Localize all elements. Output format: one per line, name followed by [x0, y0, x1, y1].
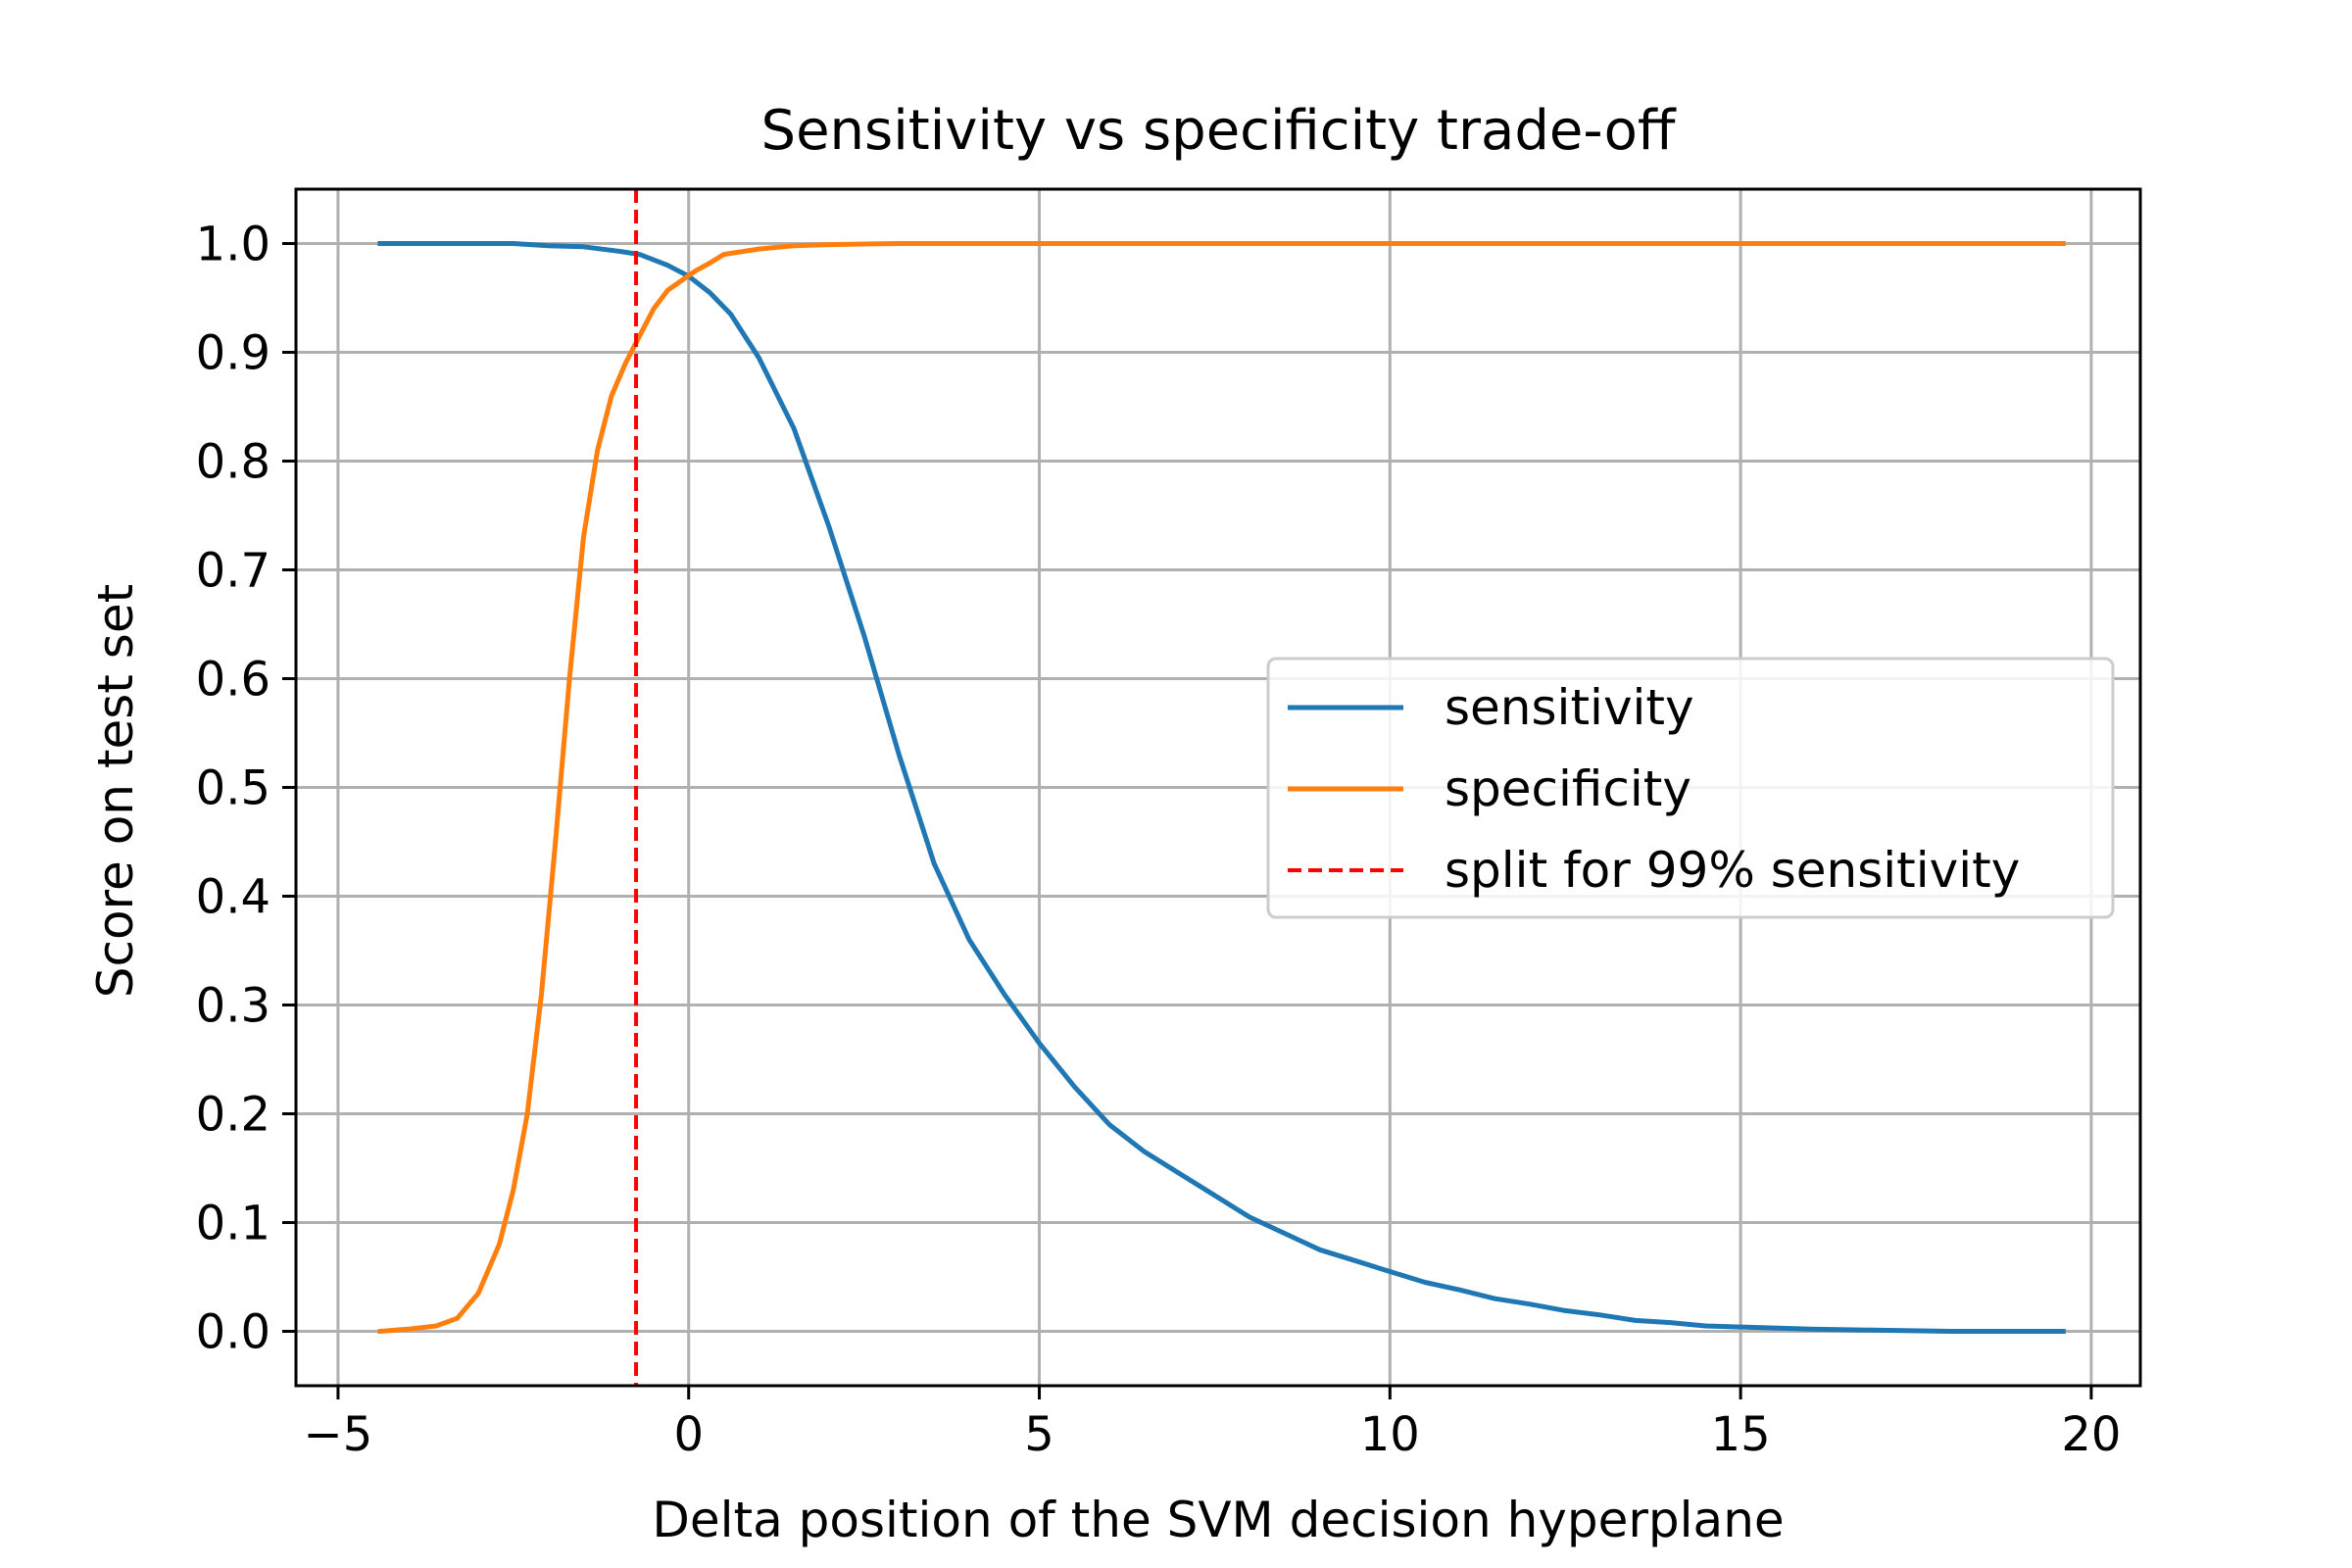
y-tick-label: 0.3	[196, 979, 270, 1034]
plot-series	[377, 189, 2066, 1386]
y-tick-label: 1.0	[196, 218, 270, 272]
y-tick-label: 0.8	[196, 435, 270, 490]
x-axis-label: Delta position of the SVM decision hyper…	[652, 1492, 1784, 1548]
x-tick-label: 0	[673, 1407, 704, 1462]
chart-title: Sensitivity vs specificity trade-off	[761, 99, 1677, 163]
y-tick-label: 0.4	[196, 870, 270, 925]
y-tick-label: 0.1	[196, 1197, 270, 1251]
y-axis-label: Score on test set	[87, 584, 144, 998]
series-line-sensitivity	[377, 241, 2066, 1334]
x-tick-label: 15	[1711, 1407, 1771, 1462]
y-tick-label: 0.5	[196, 761, 270, 816]
x-tick-label: −5	[304, 1407, 373, 1462]
axis-ticks: −5 0 5 10 15 20 0.0 0.1 0.2 0.3 0.4 0.5 0.6 0.7 0.8 0.9…	[196, 218, 2122, 1463]
x-tick-label: 5	[1024, 1407, 1054, 1462]
x-tick-label: 10	[1360, 1407, 1420, 1462]
legend-label: sensitivity	[1445, 679, 1694, 736]
y-tick-label: 0.2	[196, 1088, 270, 1143]
legend-label: split for 99% sensitivity	[1445, 842, 2020, 899]
y-tick-label: 0.7	[196, 544, 270, 599]
legend-box	[1266, 657, 2115, 919]
legend-label: specificity	[1445, 760, 1691, 817]
legend: sensitivity specificity split for 99% sens…	[1266, 657, 2115, 919]
y-tick-label: 0.0	[196, 1305, 270, 1360]
y-tick-label: 0.9	[196, 326, 270, 381]
y-tick-label: 0.6	[196, 653, 270, 708]
series-line-specificity	[377, 241, 2066, 1335]
x-tick-label: 20	[2061, 1407, 2121, 1462]
